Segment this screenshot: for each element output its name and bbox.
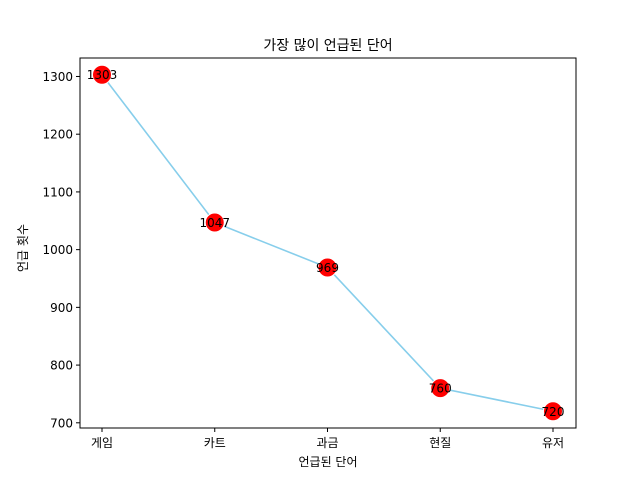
y-tick-label: 800 — [50, 359, 73, 373]
y-tick-label: 1100 — [42, 185, 73, 199]
y-tick-label: 700 — [50, 416, 73, 430]
y-tick-label: 1000 — [42, 243, 73, 257]
data-point-marker — [543, 401, 563, 422]
x-tick-label: 현질 — [429, 436, 451, 450]
plot-frame — [79, 57, 577, 429]
plot-area: 700 800 900 1000 1100 1200 1300 게임 카트 과금 현질 유저 1303 1… — [42, 57, 577, 450]
x-tick-label: 게임 — [91, 436, 113, 450]
data-point-marker — [92, 64, 112, 85]
data-label: 1303 — [87, 68, 118, 82]
x-tick-label: 과금 — [316, 436, 338, 450]
y-tick-label: 900 — [50, 301, 73, 315]
data-label: 720 — [542, 405, 565, 419]
y-tick-label: 1300 — [42, 70, 73, 84]
series-line — [101, 74, 554, 413]
x-tick-label: 유저 — [542, 436, 564, 450]
data-label: 969 — [316, 261, 339, 275]
x-axis-label: 언급된 단어 — [298, 455, 357, 469]
y-axis-label: 언급 횟수 — [16, 224, 30, 272]
data-point-marker — [317, 257, 338, 278]
data-label: 1047 — [199, 216, 230, 230]
data-point-marker — [204, 212, 225, 233]
y-tick-label: 1200 — [42, 128, 73, 142]
x-tick-label: 카트 — [204, 436, 226, 450]
data-point-marker — [430, 378, 451, 399]
chart-title: 가장 많이 언급된 단어 — [263, 38, 392, 54]
data-label: 760 — [429, 382, 452, 396]
